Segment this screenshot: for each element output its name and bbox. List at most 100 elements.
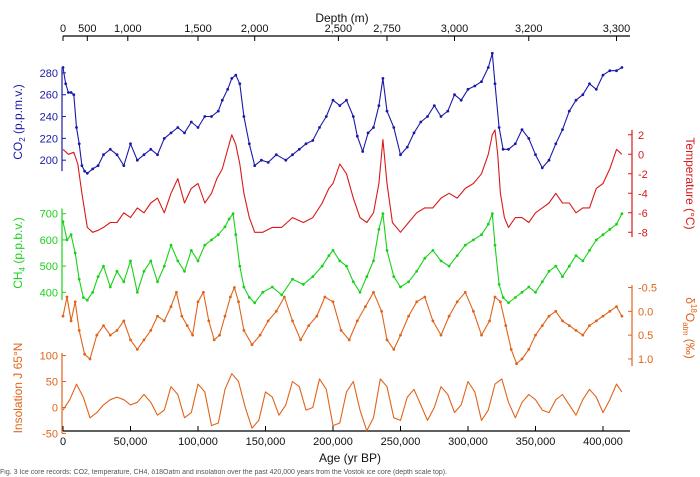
series-point-d18o-38 (291, 319, 294, 323)
series-point-co2-8 (83, 169, 86, 173)
series-point-d18o-27 (218, 333, 222, 337)
series-point-ch4-25 (210, 238, 213, 242)
series-point-d18o-70 (527, 348, 531, 351)
bottom-tick-label-2: 100,000 (178, 436, 218, 448)
series-point-co2-27 (203, 115, 207, 118)
series-point-co2-85 (554, 142, 558, 146)
series-point-co2-80 (520, 128, 524, 132)
top-tick-label-2: 1,000 (114, 23, 142, 35)
series-point-d18o-56 (431, 319, 435, 323)
y-tick-label-ch4-2: 600 (40, 235, 58, 247)
series-point-co2-3 (69, 91, 73, 94)
series-point-ch4-10 (108, 285, 112, 289)
y-tick-label-co2-4: 280 (40, 68, 58, 80)
series-point-d18o-41 (315, 314, 319, 318)
series-point-d18o-48 (372, 290, 375, 294)
series-point-d18o-69 (520, 357, 524, 361)
series-point-d18o-42 (323, 295, 327, 299)
series-point-co2-42 (291, 153, 294, 157)
series-point-ch4-85 (608, 228, 612, 231)
series-point-co2-2 (67, 91, 70, 94)
series-point-co2-15 (122, 164, 126, 168)
series-point-co2-18 (142, 153, 146, 157)
series-point-d18o-84 (620, 314, 624, 318)
series-point-d18o-81 (601, 314, 605, 318)
series-point-co2-82 (534, 153, 537, 157)
series-point-d18o-59 (455, 300, 459, 304)
y-axis-title-d18o: δ18Oatm (‰) (681, 297, 698, 359)
series-point-ch4-68 (497, 283, 501, 286)
y-axis-title-insolation: Insolation J 65°N (11, 343, 25, 434)
series-point-ch4-62 (463, 243, 467, 247)
series-point-co2-45 (311, 139, 315, 142)
series-point-d18o-79 (588, 324, 591, 327)
series-point-ch4-5 (81, 296, 85, 299)
y-tick-label-insolation-0: 100 (40, 351, 58, 363)
series-point-ch4-45 (345, 264, 348, 268)
series-point-d18o-83 (615, 305, 618, 308)
series-point-ch4-49 (372, 259, 375, 263)
series-point-ch4-13 (129, 259, 132, 263)
series-point-ch4-79 (567, 264, 571, 268)
series-point-d18o-39 (299, 338, 302, 342)
bottom-tick-label-8: 400,000 (583, 436, 623, 448)
series-point-ch4-67 (493, 243, 497, 247)
series-point-co2-63 (419, 120, 423, 124)
bottom-tick-label-5: 250,000 (381, 436, 421, 448)
series-point-d18o-18 (169, 305, 173, 308)
series-point-co2-79 (513, 142, 517, 146)
series-point-ch4-38 (291, 277, 294, 281)
figure-caption-strip: Fig. 3 Ice core records: CO2, temperatur… (0, 469, 448, 476)
series-point-d18o-47 (364, 305, 367, 308)
series-point-d18o-37 (283, 295, 286, 299)
series-point-ch4-59 (439, 259, 443, 263)
series-point-ch4-20 (176, 259, 180, 263)
series-point-ch4-26 (216, 233, 220, 237)
series-point-co2-14 (115, 153, 119, 157)
series-point-co2-72 (480, 80, 483, 83)
top-axis-title: Depth (m) (315, 11, 368, 25)
y-axes-layer: 200 220 240 260 280 CO2 (p.p.m.v.) 2 0 -2 -4 -6 -8 T… (11, 68, 698, 440)
series-point-d18o-7 (95, 333, 99, 337)
series-point-ch4-60 (447, 264, 451, 268)
series-point-ch4-86 (615, 222, 618, 226)
series-point-ch4-75 (540, 280, 544, 284)
series-point-d18o-51 (392, 348, 396, 351)
series-point-ch4-53 (392, 275, 396, 278)
series-point-co2-71 (473, 84, 477, 88)
bottom-tick-label-0: 0 (60, 436, 66, 448)
series-point-co2-50 (345, 98, 348, 102)
series-point-co2-57 (381, 77, 385, 80)
series-point-co2-83 (540, 166, 544, 170)
series-point-co2-44 (304, 142, 308, 146)
series-point-d18o-14 (142, 338, 146, 342)
series-point-d18o-1 (65, 295, 69, 299)
y-tick-label-insolation-1: 50 (46, 377, 58, 389)
series-point-co2-91 (594, 87, 598, 91)
y-tick-label-d18o-1: 0.0 (638, 306, 653, 318)
series-point-co2-93 (608, 69, 612, 73)
series-point-ch4-82 (588, 249, 591, 252)
series-point-ch4-61 (455, 254, 459, 257)
series-point-d18o-32 (242, 329, 246, 332)
series-point-d18o-53 (407, 314, 410, 318)
series-point-d18o-19 (175, 290, 178, 294)
y-tick-label-insolation-3: -50 (42, 428, 58, 440)
series-point-co2-21 (162, 137, 166, 140)
top-tick-label-3: 1,500 (184, 23, 212, 35)
top-tick-label-5: 2,500 (325, 23, 353, 35)
series-point-co2-22 (169, 131, 173, 135)
series-point-ch4-76 (547, 269, 551, 273)
series-point-co2-92 (601, 73, 605, 77)
series-point-co2-7 (80, 164, 84, 168)
series-point-d18o-35 (266, 319, 270, 323)
series-point-ch4-70 (507, 301, 510, 305)
series-point-co2-58 (385, 109, 389, 113)
series-point-co2-49 (338, 104, 342, 107)
series-point-ch4-36 (270, 285, 274, 289)
series-point-ch4-78 (561, 275, 564, 278)
y-tick-label-ch4-0: 400 (40, 287, 58, 299)
series-point-co2-10 (91, 167, 95, 171)
series-point-co2-68 (453, 93, 456, 97)
